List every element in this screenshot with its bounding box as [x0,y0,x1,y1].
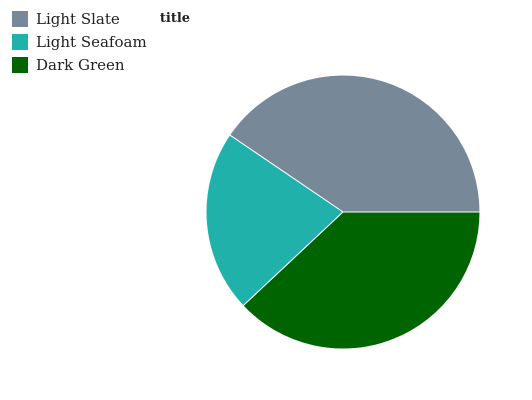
chart-title: title [160,11,190,26]
pie-slice-dark-green [242,211,481,350]
pie-slice-light-slate [228,74,481,213]
legend-swatch-light-slate [12,11,28,27]
legend-item-dark-green: Dark Green [12,56,125,74]
legend: Light Slate Light Seafoam Dark Green [12,10,147,74]
legend-label-light-slate: Light Slate [36,10,120,28]
pie-slices [205,74,481,350]
legend-item-light-seafoam: Light Seafoam [12,33,147,51]
pie-slice-light-seafoam [205,134,344,307]
legend-item-light-slate: Light Slate [12,10,120,28]
legend-swatch-light-seafoam [12,34,28,50]
legend-label-light-seafoam: Light Seafoam [36,33,147,51]
legend-swatch-dark-green [12,57,28,73]
legend-label-dark-green: Dark Green [36,56,125,74]
